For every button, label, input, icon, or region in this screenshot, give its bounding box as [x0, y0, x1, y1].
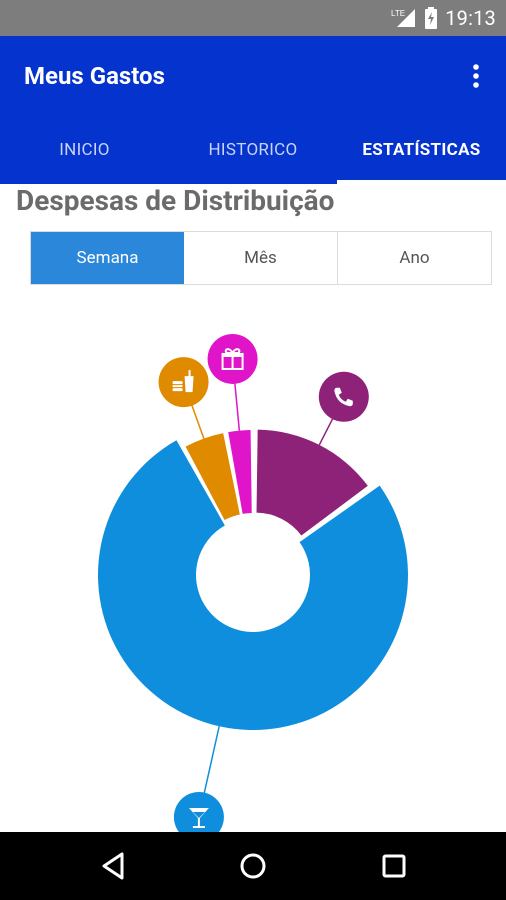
back-icon[interactable]	[98, 850, 130, 882]
chart-slice-comida[interactable]	[185, 433, 240, 520]
category-badge-telefone[interactable]	[318, 371, 369, 422]
app-title: Meus Gastos	[24, 62, 165, 90]
fast-food-icon	[172, 370, 194, 393]
tab-estatisticas[interactable]: ESTATÍSTICAS	[362, 140, 481, 160]
phone-icon	[334, 387, 353, 407]
category-badge-comida[interactable]	[158, 357, 209, 408]
section-title: Despesas de Distribuição	[16, 184, 335, 217]
recents-icon[interactable]	[378, 850, 410, 882]
chart-slice-presentes[interactable]	[228, 430, 252, 514]
network-label: LTE	[391, 9, 405, 18]
category-badge-bebidas[interactable]	[173, 792, 224, 843]
tab-bar: INICIO HISTORICO ESTATÍSTICAS	[0, 116, 506, 184]
lte-signal-icon: LTE	[391, 9, 416, 27]
period-selector: Semana Mês Ano	[30, 231, 492, 285]
category-badge-presentes[interactable]	[207, 333, 258, 384]
status-icons: LTE 19:13	[391, 0, 496, 36]
status-clock: 19:13	[445, 6, 496, 30]
period-option-year[interactable]: Ano	[338, 232, 491, 284]
period-option-week[interactable]: Semana	[31, 232, 184, 284]
battery-charging-icon	[425, 7, 438, 29]
app-bar: Meus Gastos	[0, 36, 506, 116]
overflow-menu-icon	[473, 64, 479, 88]
chart-slice-telefone[interactable]	[256, 429, 368, 536]
tab-historico[interactable]: HISTORICO	[208, 140, 298, 160]
chart-slices	[98, 429, 408, 730]
system-nav-bar	[0, 832, 506, 900]
active-tab-indicator	[337, 180, 506, 184]
cocktail-glass-icon	[188, 808, 209, 829]
gift-icon	[221, 348, 244, 370]
tab-inicio[interactable]: INICIO	[59, 140, 110, 160]
period-option-month[interactable]: Mês	[184, 232, 338, 284]
home-icon[interactable]	[237, 850, 269, 882]
chart-category-badges	[158, 333, 369, 843]
status-bar: LTE 19:13	[0, 0, 506, 36]
overflow-menu-button[interactable]	[460, 60, 492, 92]
chart-slice-bebidas[interactable]	[98, 440, 408, 730]
